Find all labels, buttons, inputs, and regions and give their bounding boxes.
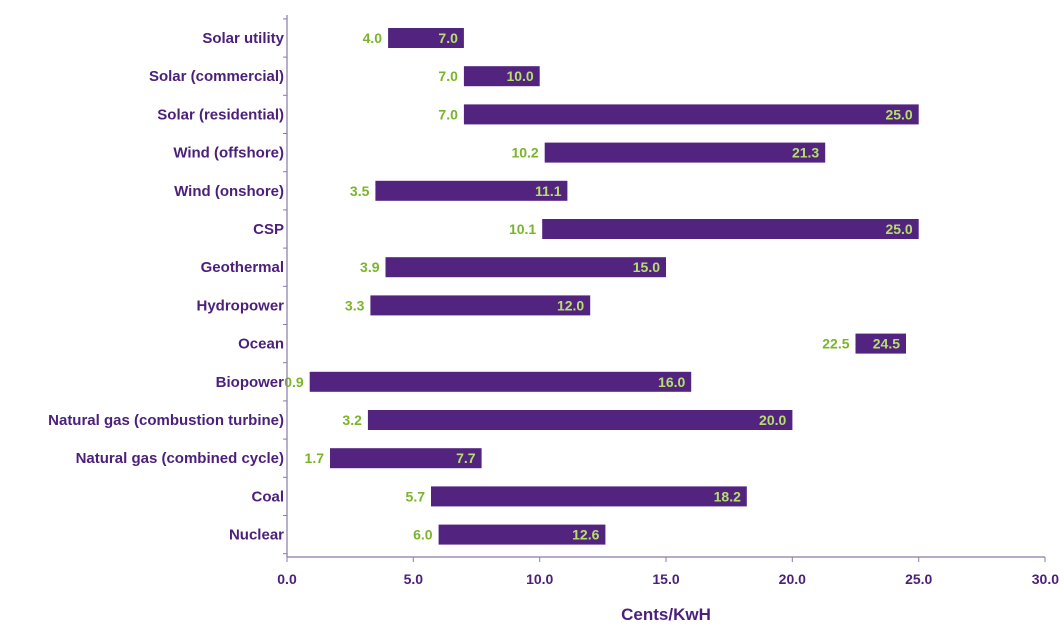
category-label-solar-commercial: Solar (commercial): [149, 68, 284, 85]
low-label-nuclear: 6.0: [413, 527, 433, 543]
bar-hydropower: [370, 295, 591, 316]
category-label-geothermal: Geothermal: [201, 259, 284, 276]
high-label-natural-gas-combined-cycle: 7.7: [456, 450, 476, 466]
x-tick-label: 5.0: [404, 571, 424, 587]
category-label-natural-gas-combined-cycle: Natural gas (combined cycle): [76, 450, 284, 467]
bar-coal: [431, 486, 747, 507]
x-tick-label: 25.0: [905, 571, 932, 587]
category-label-biopower: Biopower: [216, 374, 284, 391]
category-label-nuclear: Nuclear: [229, 527, 284, 544]
bar-wind-onshore: [375, 180, 568, 201]
category-label-solar-residential: Solar (residential): [157, 106, 284, 123]
bar-solar-commercial: [463, 66, 540, 87]
high-label-solar-commercial: 10.0: [506, 68, 533, 84]
low-label-csp: 10.1: [509, 221, 536, 237]
low-label-geothermal: 3.9: [360, 259, 380, 275]
bar-geothermal: [385, 257, 666, 278]
bar-natural-gas-combustion-turbine: [367, 410, 793, 430]
low-label-ocean: 22.5: [822, 336, 849, 352]
category-label-coal: Coal: [251, 488, 284, 505]
high-label-natural-gas-combustion-turbine: 20.0: [759, 412, 786, 428]
high-label-nuclear: 12.6: [572, 527, 599, 543]
high-label-biopower: 16.0: [658, 374, 685, 390]
value-labels: 4.0 7.0 7.0 10.0 7.0 25.0 10.2 21.3 3.5 11.1 10.1 2…: [284, 30, 913, 543]
low-label-coal: 5.7: [406, 488, 426, 504]
x-tick-label: 15.0: [652, 571, 679, 587]
bar-wind-offshore: [544, 142, 826, 163]
low-label-natural-gas-combined-cycle: 1.7: [305, 450, 325, 466]
x-tick-label: 20.0: [779, 571, 806, 587]
high-label-ocean: 24.5: [873, 336, 900, 352]
low-label-natural-gas-combustion-turbine: 3.2: [342, 412, 362, 428]
category-labels: Solar utility Solar (commercial) Solar (re…: [48, 18, 287, 555]
low-label-hydropower: 3.3: [345, 297, 365, 313]
low-label-wind-onshore: 3.5: [350, 183, 370, 199]
category-label-wind-onshore: Wind (onshore): [174, 183, 284, 200]
bar-biopower: [309, 371, 692, 392]
low-label-solar-commercial: 7.0: [438, 68, 458, 84]
high-label-solar-residential: 25.0: [885, 106, 912, 122]
category-label-hydropower: Hydropower: [196, 297, 284, 314]
low-label-solar-residential: 7.0: [438, 106, 458, 122]
high-label-wind-onshore: 11.1: [535, 183, 562, 199]
low-label-wind-offshore: 10.2: [511, 145, 538, 161]
category-label-natural-gas-combustion-turbine: Natural gas (combustion turbine): [48, 412, 284, 429]
high-label-hydropower: 12.0: [557, 297, 584, 313]
low-label-biopower: 0.9: [284, 374, 304, 390]
high-label-wind-offshore: 21.3: [792, 145, 819, 161]
bar-csp: [542, 219, 919, 239]
high-label-csp: 25.0: [885, 221, 912, 237]
high-label-geothermal: 15.0: [633, 259, 660, 275]
category-label-ocean: Ocean: [238, 336, 284, 353]
bars: [309, 28, 919, 545]
x-tick-label: 30.0: [1032, 571, 1059, 587]
x-tick-label: 10.0: [526, 571, 553, 587]
x-axis-title: Cents/KwH: [621, 605, 711, 624]
category-label-wind-offshore: Wind (offshore): [173, 145, 284, 162]
high-label-solar-utility: 7.0: [438, 30, 458, 46]
category-label-csp: CSP: [253, 221, 284, 238]
low-label-solar-utility: 4.0: [363, 30, 383, 46]
high-label-coal: 18.2: [714, 488, 741, 504]
x-axis-ticks: 0.0 5.0 10.0 15.0 20.0 25.0 30.0: [277, 557, 1059, 587]
x-tick-label: 0.0: [277, 571, 297, 587]
bar-ocean: [855, 333, 906, 354]
bar-solar-utility: [388, 28, 464, 48]
bar-natural-gas-combined-cycle: [330, 448, 482, 469]
category-label-solar-utility: Solar utility: [202, 30, 284, 47]
bar-solar-residential: [463, 104, 919, 125]
bar-nuclear: [438, 524, 606, 545]
